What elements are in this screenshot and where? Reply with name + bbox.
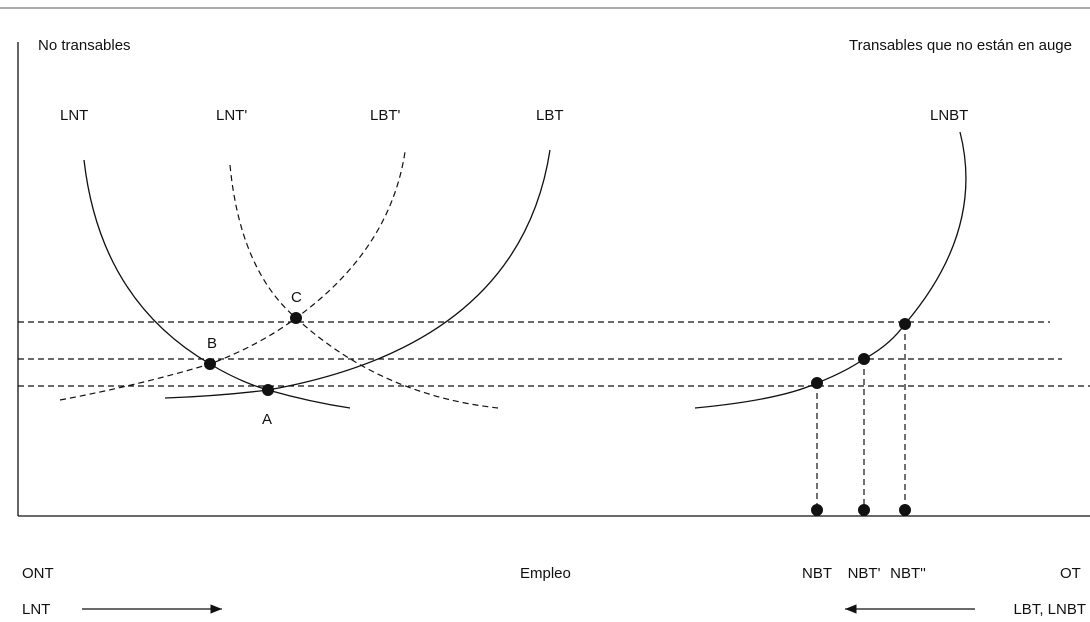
curve-label: LBT xyxy=(536,107,564,124)
curve-label: LNT' xyxy=(216,107,247,124)
axis-label: NBT' xyxy=(848,565,881,582)
header-left: No transables xyxy=(38,37,131,54)
axis-label: NBT'' xyxy=(890,565,926,582)
lbt-prime-curve xyxy=(59,151,406,401)
point xyxy=(858,504,870,516)
point-label: A xyxy=(262,411,272,428)
point-label: C xyxy=(291,289,302,306)
axis-label: Empleo xyxy=(520,565,571,582)
curve-label: LBT' xyxy=(370,107,401,124)
point xyxy=(899,318,911,330)
point xyxy=(204,358,216,370)
lbt-curve xyxy=(164,149,551,399)
axis-label: NBT xyxy=(802,565,832,582)
point xyxy=(858,353,870,365)
point xyxy=(899,504,911,516)
arrow-label: LNT xyxy=(22,601,50,618)
lnt-prime-curve xyxy=(229,164,499,409)
axis-label: OT xyxy=(1060,565,1081,582)
point xyxy=(811,377,823,389)
point xyxy=(262,384,274,396)
point xyxy=(290,312,302,324)
lnbt-curve xyxy=(694,131,967,409)
point-label: B xyxy=(207,335,217,352)
header-right: Transables que no están en auge xyxy=(849,37,1072,54)
curve-label: LNT xyxy=(60,107,88,124)
lnt-curve xyxy=(83,159,351,409)
curve-label: LNBT xyxy=(930,107,968,124)
arrow-label: LBT, LNBT xyxy=(1013,601,1086,618)
axis-label: ONT xyxy=(22,565,54,582)
point xyxy=(811,504,823,516)
